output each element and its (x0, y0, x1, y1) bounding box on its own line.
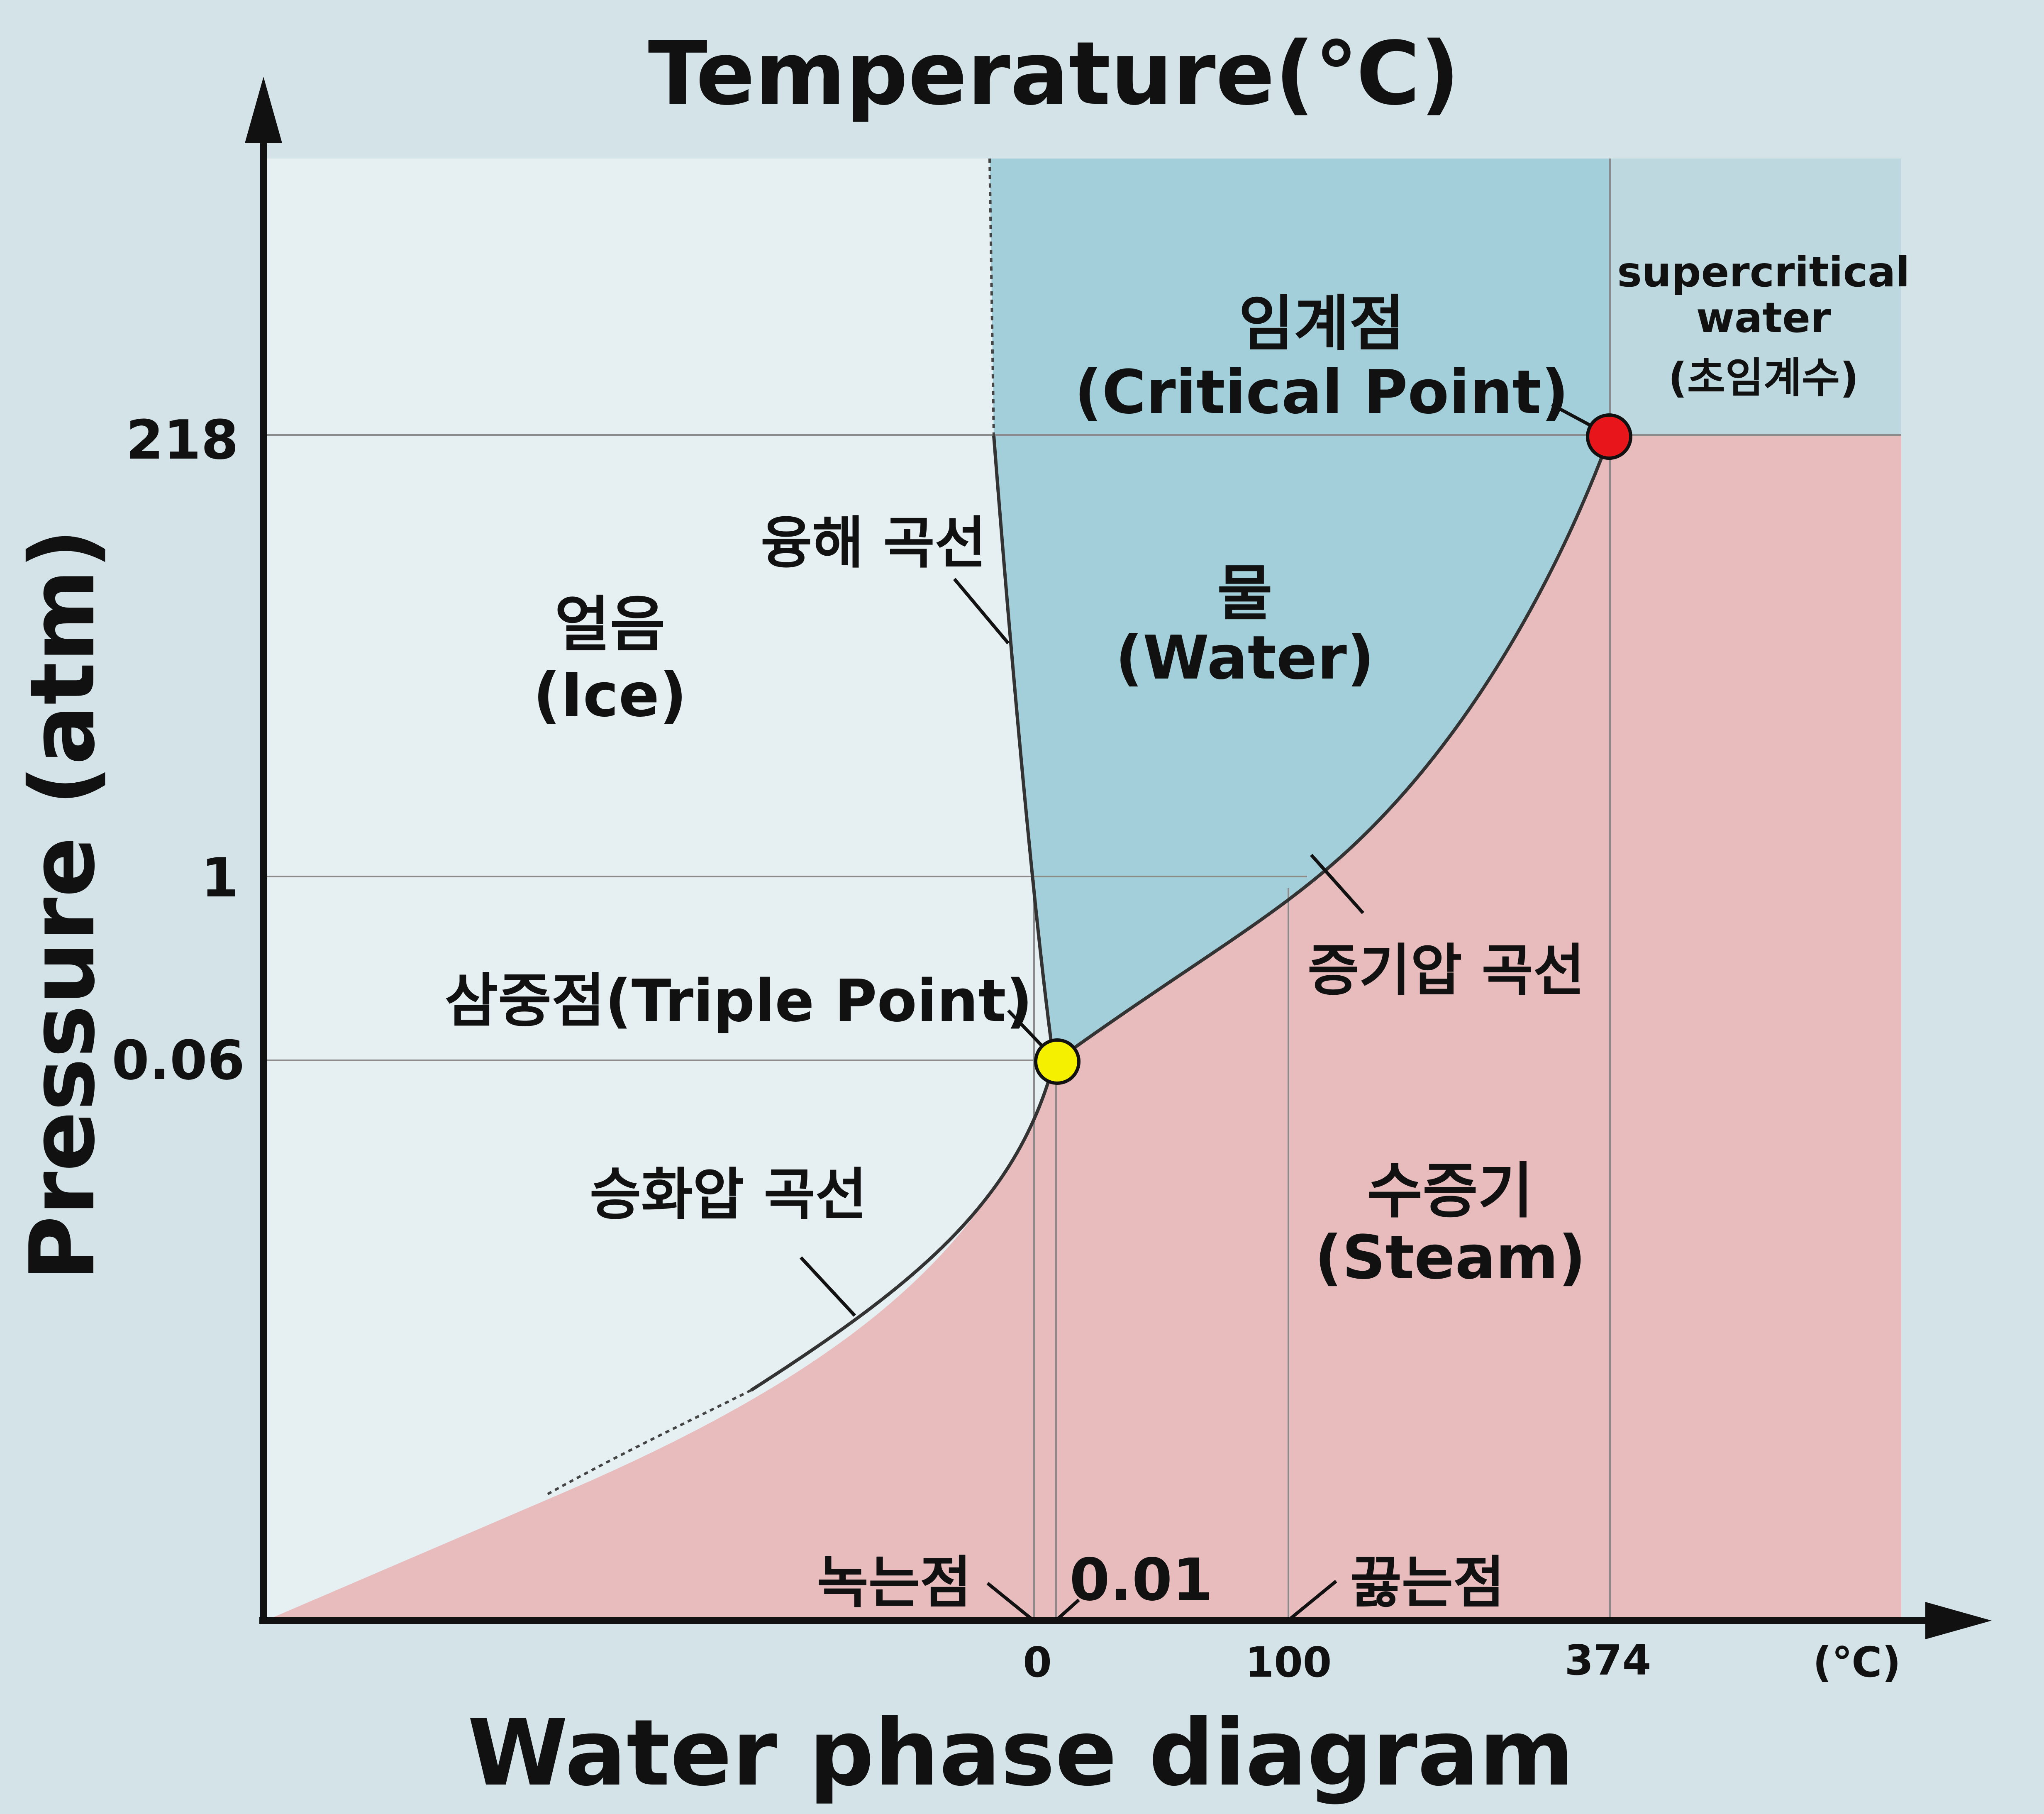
melting-curve (992, 435, 1056, 1063)
steam-label-en: (Steam) (1315, 1223, 1586, 1293)
leader-triple-temp (1057, 1599, 1080, 1620)
y-axis-arrow-icon (245, 77, 282, 143)
title-top: Temperature(℃) (648, 23, 1460, 125)
ice-label-en: (Ice) (533, 660, 687, 730)
sublimation-curve-label: 승화압 곡선 (590, 1162, 867, 1227)
leader-melting-curve (953, 578, 1010, 645)
critical-point-label-ko: 임계점 (1239, 289, 1405, 359)
axes (245, 77, 1992, 1639)
critical-point-label-en: (Critical Point) (1074, 357, 1568, 427)
triple-point-marker (1034, 1038, 1081, 1085)
water-label-en: (Water) (1115, 623, 1374, 693)
melting-point-label: 녹는점 (817, 1550, 972, 1615)
steam-label-ko: 수증기 (1367, 1156, 1533, 1226)
y-tick-0.06: 0.06 (112, 1029, 245, 1092)
melting-curve-label: 융해 곡선 (761, 510, 986, 576)
boiling-point-label: 끓는점 (1350, 1550, 1505, 1615)
triple-point-label: 삼중점(Triple Point) (445, 967, 1033, 1035)
leader-vapor-curve (1310, 854, 1364, 914)
triple-temp-label: 0.01 (1069, 1546, 1212, 1614)
x-tick-100: 100 (1245, 1638, 1332, 1687)
title-bottom: Water phase diagram (467, 1700, 1574, 1806)
x-tick-0: 0 (1023, 1638, 1052, 1687)
leader-sublimation-curve (800, 1256, 856, 1317)
critical-point-marker (1586, 413, 1632, 460)
supercritical-label-ko: (초임계수) (1668, 354, 1859, 402)
y-axis-label: Pressure (atm) (10, 528, 115, 1281)
region-supercritical (1610, 159, 1901, 436)
leader-boiling-point (1289, 1580, 1337, 1620)
leader-melting-point (986, 1582, 1032, 1620)
y-tick-1: 1 (201, 846, 239, 909)
y-tick-218: 218 (126, 408, 239, 471)
ice-label-ko: 얼음 (555, 590, 666, 660)
water-label-ko: 물 (1217, 559, 1272, 629)
region-steam (266, 436, 1901, 1621)
sublimation-curve (750, 1062, 1056, 1392)
x-axis-arrow-icon (1925, 1602, 1992, 1639)
x-unit: (℃) (1813, 1638, 1901, 1687)
supercritical-label-2: water (1696, 293, 1831, 342)
sublimation-curve-dotted (547, 1389, 752, 1495)
region-water (990, 159, 1610, 1062)
vapor-curve-label: 증기압 곡선 (1307, 938, 1585, 1003)
vapor-pressure-curve (1053, 435, 1612, 1064)
supercritical-label-1: supercritical (1617, 248, 1910, 296)
x-tick-374: 374 (1565, 1636, 1651, 1685)
